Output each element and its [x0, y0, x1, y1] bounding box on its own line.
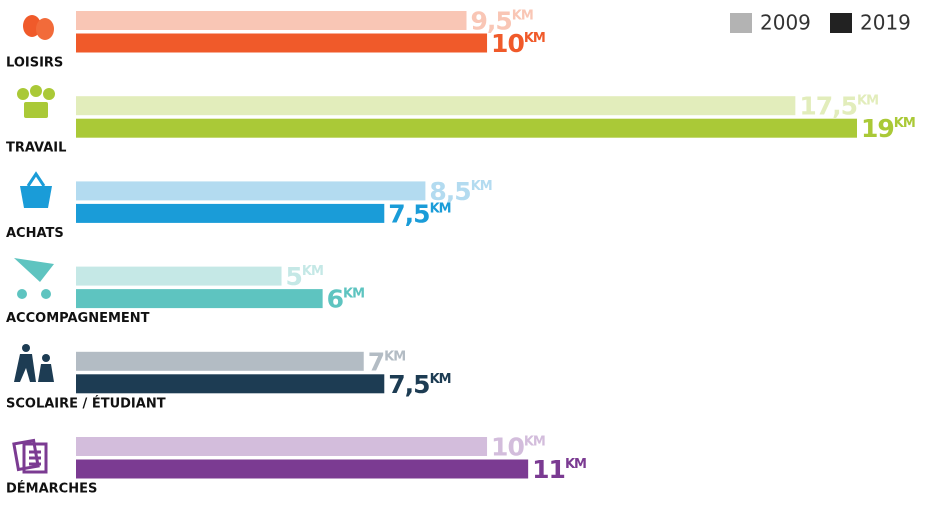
- value-unit: KM: [524, 434, 545, 449]
- value-unit: KM: [384, 349, 405, 364]
- value-label: 7,5KM: [388, 199, 450, 228]
- value-number: 7: [368, 347, 384, 376]
- bar: [76, 289, 323, 309]
- bar: [76, 181, 426, 201]
- value-unit: KM: [512, 8, 533, 23]
- value-number: 5: [286, 262, 302, 291]
- value-unit: KM: [343, 286, 364, 301]
- category-label: DÉMARCHES: [6, 481, 97, 497]
- bar: [76, 437, 488, 456]
- bar: [76, 459, 529, 479]
- icon-documents: [12, 438, 48, 474]
- legend-swatch: [830, 13, 852, 33]
- icon-basket: [20, 171, 52, 208]
- value-unit: KM: [471, 178, 492, 193]
- bar: [76, 266, 282, 286]
- icon-school: [14, 344, 54, 382]
- bar: [76, 118, 857, 138]
- legend-swatch: [730, 13, 752, 33]
- value-unit: KM: [894, 116, 915, 131]
- value-number: 17,5: [799, 92, 857, 121]
- icon-work: [17, 85, 55, 118]
- bar: [76, 96, 796, 116]
- value-label: 19KM: [861, 114, 915, 143]
- legend-label: 2019: [860, 11, 911, 35]
- value-number: 9,5: [471, 7, 512, 36]
- value-unit: KM: [430, 201, 451, 216]
- value-unit: KM: [857, 93, 878, 108]
- value-number: 10: [491, 433, 524, 462]
- value-label: 7KM: [368, 347, 405, 376]
- bar: [76, 11, 467, 30]
- value-number: 7,5: [388, 199, 429, 228]
- value-label: 10KM: [491, 29, 545, 58]
- value-label: 8,5KM: [429, 177, 491, 206]
- category-label: TRAVAIL: [6, 141, 66, 156]
- bar: [76, 33, 488, 53]
- value-label: 10KM: [491, 433, 545, 462]
- value-label: 7,5KM: [388, 370, 450, 399]
- value-label: 9,5KM: [471, 7, 533, 36]
- icon-stroller: [14, 258, 54, 299]
- value-number: 8,5: [429, 177, 470, 206]
- bar: [76, 374, 385, 394]
- category-label: ACCOMPAGNEMENT: [6, 311, 150, 326]
- icons: [12, 15, 55, 474]
- value-number: 6: [327, 285, 344, 314]
- value-label: 17,5KM: [799, 92, 878, 121]
- legend-label: 2009: [760, 11, 811, 35]
- value-number: 11: [532, 455, 565, 484]
- category-label: ACHATS: [6, 226, 64, 241]
- value-unit: KM: [524, 31, 545, 46]
- bar: [76, 351, 364, 371]
- value-label: 11KM: [532, 455, 586, 484]
- value-label: 6KM: [327, 285, 364, 314]
- value-unit: KM: [565, 457, 586, 472]
- value-label: 5KM: [286, 262, 323, 291]
- icon-leisure: [23, 15, 54, 40]
- category-label: LOISIRS: [6, 56, 63, 71]
- category-label: SCOLAIRE / ÉTUDIANT: [6, 395, 166, 411]
- bar: [76, 203, 385, 223]
- value-number: 19: [861, 114, 894, 143]
- value-number: 10: [491, 29, 524, 58]
- value-number: 7,5: [388, 370, 429, 399]
- value-unit: KM: [430, 371, 451, 386]
- value-unit: KM: [302, 264, 323, 279]
